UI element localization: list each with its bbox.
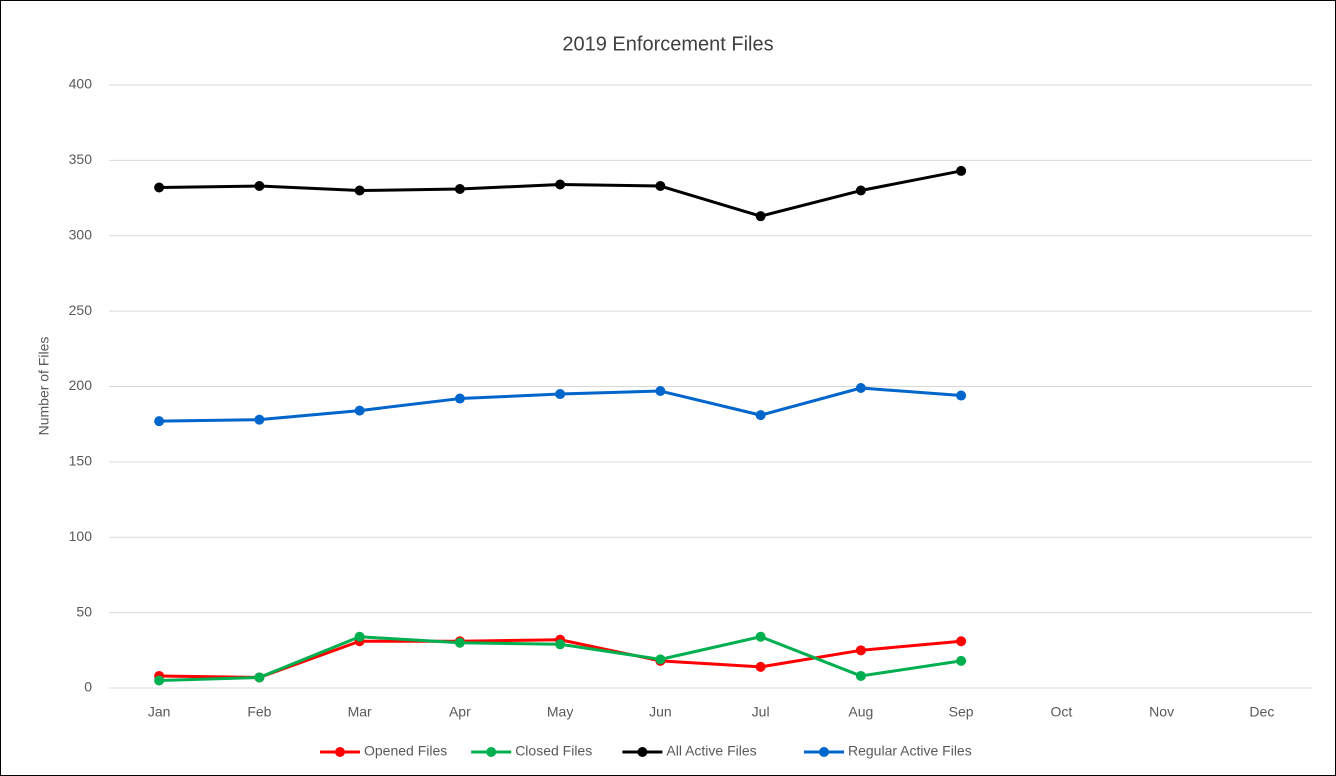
data-point: [655, 386, 666, 397]
legend-marker: [486, 747, 497, 757]
data-point: [154, 675, 165, 686]
data-point: [254, 672, 265, 683]
y-tick-label: 300: [69, 226, 93, 242]
data-point: [755, 211, 766, 222]
y-axis-label: Number of Files: [36, 337, 52, 436]
data-point: [154, 416, 165, 427]
data-point: [254, 181, 265, 192]
legend-marker: [637, 747, 648, 757]
legend-label: Regular Active Files: [848, 743, 972, 759]
x-tick-label: Jan: [148, 704, 171, 720]
data-point: [254, 414, 265, 425]
x-tick-label: Jul: [752, 704, 770, 720]
x-tick-label: Apr: [449, 704, 471, 720]
legend-label: Opened Files: [364, 743, 447, 759]
data-point: [855, 185, 866, 196]
data-point: [855, 383, 866, 394]
data-point: [855, 670, 866, 681]
x-tick-label: Mar: [348, 704, 372, 720]
y-tick-label: 250: [69, 302, 93, 318]
data-point: [655, 654, 666, 665]
y-tick-label: 150: [69, 453, 93, 469]
x-tick-label: Aug: [848, 704, 873, 720]
data-point: [655, 181, 666, 192]
y-tick-label: 350: [69, 151, 93, 167]
x-tick-label: Feb: [247, 704, 271, 720]
x-tick-label: Sep: [949, 704, 974, 720]
x-tick-label: May: [547, 704, 573, 720]
y-tick-label: 400: [69, 76, 93, 92]
data-point: [555, 389, 566, 400]
data-point: [956, 390, 967, 401]
data-point: [354, 185, 365, 196]
legend-label: Closed Files: [515, 743, 592, 759]
legend-marker: [335, 747, 345, 757]
y-tick-label: 100: [69, 528, 93, 544]
data-point: [956, 655, 967, 666]
data-point: [454, 637, 465, 648]
data-point: [755, 661, 766, 672]
data-point: [354, 405, 365, 416]
chart-title: 2019 Enforcement Files: [562, 33, 773, 55]
data-point: [555, 639, 566, 650]
data-point: [755, 410, 766, 421]
y-tick-label: 0: [84, 679, 92, 695]
x-tick-label: Dec: [1249, 704, 1274, 720]
data-point: [755, 631, 766, 642]
x-tick-label: Nov: [1149, 704, 1174, 720]
data-point: [454, 184, 465, 195]
x-tick-label: Jun: [649, 704, 672, 720]
data-point: [555, 179, 566, 190]
y-tick-label: 200: [69, 377, 93, 393]
legend-marker: [819, 747, 829, 757]
y-tick-label: 50: [76, 603, 92, 619]
data-point: [956, 165, 967, 176]
legend-label: All Active Files: [666, 743, 756, 759]
data-point: [855, 645, 866, 656]
data-point: [956, 636, 967, 647]
x-tick-label: Oct: [1050, 704, 1072, 720]
data-point: [454, 393, 465, 404]
data-point: [354, 631, 365, 642]
data-point: [154, 182, 165, 193]
